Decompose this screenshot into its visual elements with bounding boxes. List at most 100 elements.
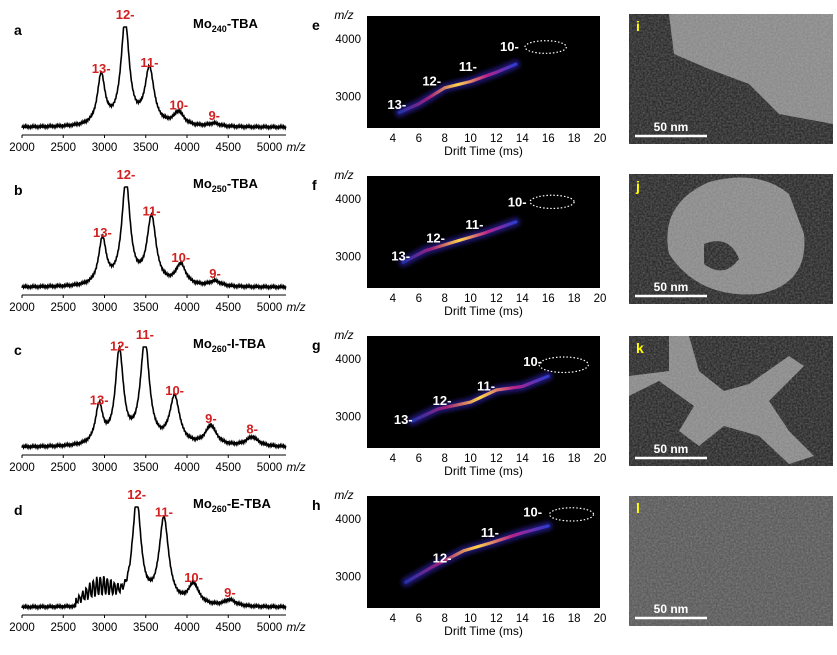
highlight-ellipse xyxy=(548,507,595,522)
y-axis-label: m/z xyxy=(334,328,353,342)
x-axis-label: Drift Time (ms) xyxy=(444,304,523,318)
highlight-ellipse xyxy=(538,356,589,374)
x-tick-label: 20 xyxy=(594,133,607,145)
peak-label: 12- xyxy=(117,167,136,182)
x-tick-label: 2000 xyxy=(9,622,35,634)
signal-streak xyxy=(404,524,550,584)
peak-label: 11- xyxy=(142,203,160,218)
x-tick-label: 4 xyxy=(390,453,397,465)
panel-label: c xyxy=(14,342,22,358)
x-tick-label: 5000 xyxy=(257,302,283,314)
y-tick-label: 3000 xyxy=(335,411,361,423)
panel-label: g xyxy=(312,337,321,353)
y-axis-label: m/z xyxy=(334,488,353,502)
x-tick-label: 6 xyxy=(416,453,422,465)
heatmap-background xyxy=(367,496,600,608)
x-axis-label: Drift Time (ms) xyxy=(444,464,523,478)
charge-label: 13- xyxy=(391,248,410,263)
x-tick-label: 10 xyxy=(464,453,477,465)
peak-label: 10- xyxy=(171,250,190,265)
panel-label: b xyxy=(14,182,23,198)
peak-label: 9- xyxy=(208,108,220,123)
lattice-texture xyxy=(629,496,833,626)
scale-bar-label: 50 nm xyxy=(654,442,689,456)
peak-label: 9- xyxy=(205,411,217,426)
x-tick-label: 18 xyxy=(568,133,581,145)
micrograph-l: l 50 nm xyxy=(629,496,833,626)
peak-label: 10- xyxy=(169,97,188,112)
x-tick-label: 3000 xyxy=(92,302,118,314)
x-tick-label: 12 xyxy=(490,293,503,305)
x-tick-label: 20 xyxy=(594,613,607,625)
x-tick-label: 5000 xyxy=(257,142,283,154)
lattice-texture xyxy=(629,336,833,466)
panel-label: d xyxy=(14,502,23,518)
spectrum-line xyxy=(21,344,287,451)
x-tick-label: 3000 xyxy=(92,462,118,474)
x-tick-label: 3500 xyxy=(133,142,159,154)
x-tick-label: 3000 xyxy=(92,142,118,154)
ms-spectrum-d: d Mo260-E-TBA 2000 2500 3000 3500 4000 4500 5000… xyxy=(9,487,305,634)
x-tick-label: 3500 xyxy=(133,462,159,474)
x-tick-label: 2000 xyxy=(9,462,35,474)
x-tick-label: 8 xyxy=(441,453,447,465)
panel-label: f xyxy=(312,177,317,193)
x-tick-label: 14 xyxy=(516,133,529,145)
x-tick-label: 8 xyxy=(441,613,447,625)
signal-streak xyxy=(401,220,518,264)
peak-label: 12- xyxy=(127,487,146,502)
y-axis-label: m/z xyxy=(334,168,353,182)
sample-label: Mo240-TBA xyxy=(193,16,258,34)
x-tick-label: 14 xyxy=(516,453,529,465)
x-tick-label: 16 xyxy=(542,133,555,145)
ms-spectrum-c: c Mo260-I-TBA 2000 2500 3000 3500 4000 4500 5000… xyxy=(9,327,305,474)
micrograph-j: j 50 nm xyxy=(629,174,833,304)
sample-label: Mo250-TBA xyxy=(193,176,258,194)
x-tick-label: 18 xyxy=(568,613,581,625)
x-tick-label: 4500 xyxy=(215,142,241,154)
charge-label: 12- xyxy=(426,231,445,246)
x-tick-label: 20 xyxy=(594,453,607,465)
x-tick-label: 4 xyxy=(390,293,397,305)
x-tick-label: 5000 xyxy=(257,622,283,634)
micrograph-i: i 50 nm xyxy=(629,14,833,144)
x-tick-label: 16 xyxy=(542,613,555,625)
highlight-ellipse xyxy=(529,194,575,210)
x-tick-label: 2500 xyxy=(50,142,76,154)
y-tick-label: 4000 xyxy=(335,194,361,206)
micrograph-k: k 50 nm xyxy=(629,336,833,466)
x-axis-label: Drift Time (ms) xyxy=(444,144,523,158)
drift-plot-e: e m/z 13- 12- 11- 10- 3000 4000 4 6 8 10 12 14 16 18 20 D… xyxy=(312,8,606,158)
x-tick-label: 3500 xyxy=(133,622,159,634)
lattice-texture xyxy=(629,174,833,304)
x-tick-label: 3500 xyxy=(133,302,159,314)
y-tick-label: 4000 xyxy=(335,34,361,46)
highlight-ellipse xyxy=(524,40,567,54)
x-tick-label: 2500 xyxy=(50,302,76,314)
scale-bar-label: 50 nm xyxy=(654,280,689,294)
x-tick-label: 5000 xyxy=(257,462,283,474)
charge-label: 10- xyxy=(500,39,519,54)
charge-label: 11- xyxy=(459,59,477,74)
x-tick-label: 8 xyxy=(441,293,447,305)
x-tick-label: 18 xyxy=(568,293,581,305)
x-tick-label: 10 xyxy=(464,613,477,625)
x-axis-label: Drift Time (ms) xyxy=(444,624,523,638)
signal-streak xyxy=(410,374,550,423)
panel-label: a xyxy=(14,22,22,38)
x-tick-label: 4500 xyxy=(215,302,241,314)
ms-spectrum-a: a Mo240-TBA 2000 2500 3000 3500 4000 4500 5000 m/… xyxy=(9,7,305,154)
panel-label: h xyxy=(312,497,321,513)
charge-label: 13- xyxy=(387,97,406,112)
x-tick-label: 10 xyxy=(464,293,477,305)
x-axis-unit: m/z xyxy=(286,140,305,154)
charge-label: 11- xyxy=(481,525,499,540)
sample-label: Mo260-E-TBA xyxy=(193,496,271,514)
x-tick-label: 2500 xyxy=(50,622,76,634)
x-tick-label: 18 xyxy=(568,453,581,465)
x-tick-label: 4 xyxy=(390,133,397,145)
y-axis-label: m/z xyxy=(334,8,353,22)
x-tick-label: 2500 xyxy=(50,462,76,474)
